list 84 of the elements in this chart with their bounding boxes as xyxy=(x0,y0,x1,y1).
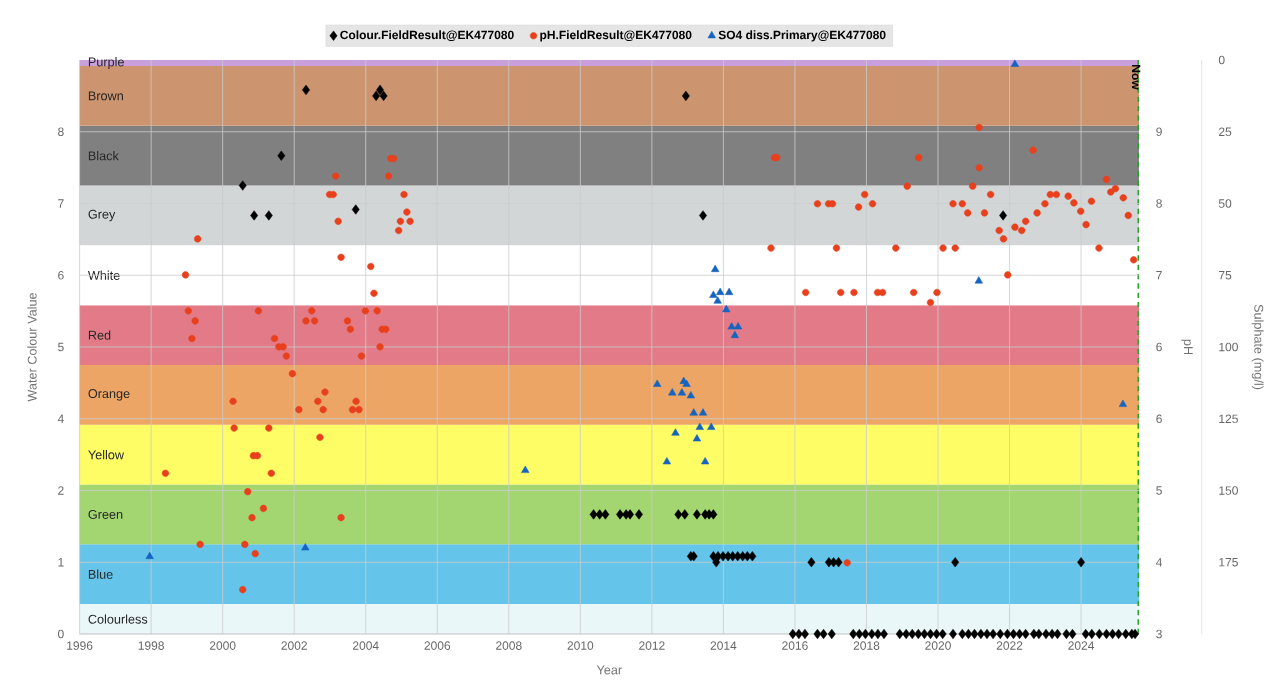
y-tick-label: 1 xyxy=(58,558,64,567)
band-label: White xyxy=(87,270,120,280)
y-tick-label: 0 xyxy=(58,629,64,639)
point xyxy=(692,434,702,442)
point xyxy=(689,408,698,416)
legend-label: SO4 diss.Primary@EK477080 xyxy=(718,30,886,42)
point xyxy=(682,379,691,387)
x-tick-label: 2012 xyxy=(639,641,665,650)
x-tick-label: 2010 xyxy=(567,641,594,650)
x-tick-label: 2008 xyxy=(496,641,522,650)
y3-tick-label: 175 xyxy=(1219,558,1238,567)
y-tick-label: 4 xyxy=(57,414,64,423)
x-tick-label: 1998 xyxy=(138,641,164,650)
point xyxy=(301,543,310,551)
point xyxy=(701,457,710,465)
x-tick-label: 2020 xyxy=(925,641,951,650)
point xyxy=(733,322,743,330)
point xyxy=(686,391,695,399)
point xyxy=(662,457,671,465)
point xyxy=(711,264,720,272)
x-tick-label: 2022 xyxy=(996,641,1023,650)
y-axis-title: Water Colour Value xyxy=(27,293,37,402)
y2-tick-label: 5 xyxy=(1156,486,1162,495)
band-label: Brown xyxy=(88,91,123,101)
point xyxy=(521,465,530,473)
y2-axis-title: pH xyxy=(1181,339,1193,355)
ref-line-label: Now xyxy=(1131,65,1141,90)
band-label: Colourless xyxy=(88,614,148,624)
x-tick-label: 2000 xyxy=(209,641,236,650)
x-tick-label: 2016 xyxy=(782,641,808,650)
x-axis-title: Year xyxy=(596,665,622,675)
y2-tick-label: 8 xyxy=(1156,199,1162,208)
x-tick-label: 2002 xyxy=(281,641,307,650)
point xyxy=(671,428,680,436)
point xyxy=(668,388,677,396)
x-tick-label: 2004 xyxy=(352,641,379,650)
legend-label: pH.FieldResult@EK477080 xyxy=(540,30,692,42)
y3-tick-label: 75 xyxy=(1219,271,1232,280)
y3-tick-label: 0 xyxy=(1218,55,1225,65)
y-tick-label: 5 xyxy=(58,342,64,352)
band-label: Orange xyxy=(88,389,130,401)
point xyxy=(145,551,154,559)
point xyxy=(709,290,718,298)
y3-tick-label: 25 xyxy=(1219,127,1232,137)
y2-tick-label: 6 xyxy=(1156,414,1162,424)
y2-tick-label: 9 xyxy=(1156,127,1162,136)
y2-tick-label: 3 xyxy=(1156,629,1162,639)
point xyxy=(695,422,704,430)
y2-tick-label: 7 xyxy=(1156,271,1162,280)
point xyxy=(1010,59,1019,67)
point xyxy=(722,305,731,313)
x-tick-label: 2014 xyxy=(710,641,737,650)
y2-tick-label: 6 xyxy=(1156,342,1162,352)
y-tick-label: 6 xyxy=(58,271,64,280)
y3-tick-label: 150 xyxy=(1219,486,1238,495)
band-label: Blue xyxy=(88,569,113,579)
point xyxy=(716,287,725,295)
y3-tick-label: 100 xyxy=(1219,342,1238,352)
y3-axis-title: Sulphate (mg/l) xyxy=(1251,304,1264,390)
point xyxy=(677,388,686,396)
band-label: Red xyxy=(88,330,111,340)
point xyxy=(1118,399,1127,407)
y3-tick-label: 50 xyxy=(1218,199,1232,208)
y2-tick-label: 4 xyxy=(1156,558,1163,567)
x-tick-label: 2006 xyxy=(424,641,451,650)
y3-tick-label: 125 xyxy=(1219,414,1238,424)
band-label: Grey xyxy=(88,209,116,222)
band-label: Green xyxy=(88,509,123,519)
point xyxy=(698,408,708,416)
point xyxy=(653,379,662,387)
band-label: Black xyxy=(88,151,119,161)
y-tick-label: 8 xyxy=(58,127,64,137)
y-tick-label: 7 xyxy=(58,199,64,208)
point xyxy=(707,422,716,430)
y-tick-label: 2 xyxy=(58,486,64,495)
x-tick-label: 2024 xyxy=(1068,641,1095,650)
band-label: Yellow xyxy=(88,449,125,460)
point xyxy=(974,276,983,284)
x-tick-label: 2018 xyxy=(853,641,880,650)
legend-label: Colour.FieldResult@EK477080 xyxy=(340,30,514,41)
point xyxy=(713,296,722,304)
x-tick-label: 1996 xyxy=(67,641,93,650)
point xyxy=(730,330,739,338)
point xyxy=(725,287,734,295)
